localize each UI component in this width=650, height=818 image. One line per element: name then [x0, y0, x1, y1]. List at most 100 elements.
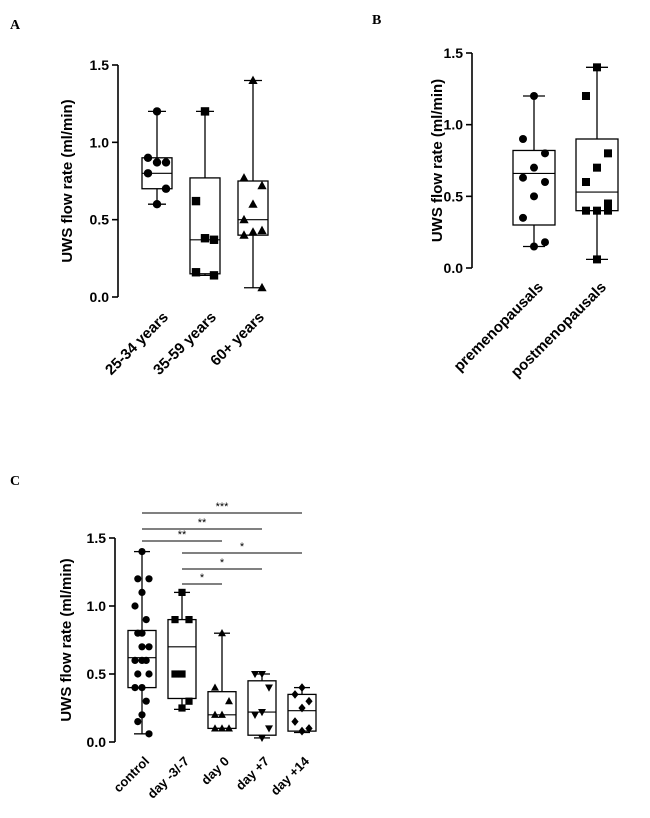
panel-c-control-point: [138, 656, 146, 665]
panel-b-postmenopausals-point: [604, 199, 612, 208]
panel-a-60-years-point: [257, 225, 267, 235]
panel-a-y-tick-label: 1.0: [90, 134, 110, 150]
panel-c-day-7-point: [258, 734, 266, 743]
panel-c-control-point: [138, 548, 146, 556]
panel-c-day-14-point: [298, 703, 306, 713]
panel-c-day-7-point: [251, 711, 259, 719]
panel-a-60-years-point: [239, 173, 249, 182]
panel-a-35-59-years-point: [200, 107, 210, 116]
panel-a-35-59-years-point: [209, 235, 219, 244]
panel-b-y-tick-label: 1.0: [444, 117, 464, 133]
panel-c-day-3-7-point: [185, 697, 193, 705]
panel-b-premenopausals-point: [541, 149, 549, 158]
panel-b-postmenopausals-point: [604, 149, 612, 158]
panel-b-postmenopausals-point: [582, 178, 590, 186]
panel-c-control-point: [138, 643, 146, 651]
panel-b-postmenopausals-point: [582, 92, 590, 100]
panel-c-significance-label: *: [240, 541, 245, 553]
panel-c-control-point: [138, 711, 146, 719]
panel-a-y-tick-label: 1.5: [90, 57, 110, 73]
panel-a-60-years-point: [248, 75, 258, 85]
panel-letter-c: C: [10, 474, 20, 489]
panel-b-y-axis-label: UWS flow rate (ml/min): [429, 79, 446, 242]
panel-c-day-14-category-label: day +14: [268, 753, 313, 798]
panel-c-day-14-point: [298, 683, 306, 692]
panel-a-60-years-point: [239, 230, 249, 239]
panel-b-postmenopausals-point: [593, 163, 601, 172]
panel-c-day-14-point: [298, 726, 306, 736]
panel-c-day-0-box: [207, 691, 237, 730]
panel-c-day-0-point: [211, 683, 219, 691]
panel-c-control-point: [134, 575, 142, 583]
panel-c-day-7-point: [265, 725, 273, 733]
panel-a-35-59-years-box: [189, 177, 221, 275]
panel-a-60-years-point: [248, 199, 258, 208]
panel-a-60-years-point: [257, 282, 267, 292]
panel-c-control-point: [145, 575, 153, 583]
panel-b-postmenopausals-point: [582, 206, 590, 215]
panel-b-y-tick-label: 0.5: [444, 188, 464, 204]
panel-a-60-years-point: [239, 214, 249, 224]
panel-c-day-0-point: [218, 710, 226, 718]
panel-c-day-0-point: [225, 724, 233, 732]
panel-a-35-59-years-point: [200, 234, 210, 243]
panel-c-day-3-7-point: [178, 588, 186, 596]
panel-letter-b: B: [372, 13, 381, 28]
panel-c-control-point: [145, 730, 153, 738]
panel-c-day-0-point: [218, 724, 226, 732]
panel-c-significance-label: **: [178, 529, 187, 541]
panel-c-significance-label: **: [198, 517, 207, 529]
panel-c-day-0-category-label: day 0: [198, 754, 232, 788]
panel-c-day-0-point: [218, 629, 226, 637]
panel-c-day-7-point: [265, 684, 273, 692]
panel-b-y-tick-label: 0.0: [444, 260, 464, 276]
panel-c-day-3-7-point: [171, 616, 179, 624]
panel-c-control-point: [145, 670, 153, 678]
panel-c-day-14-box: [287, 693, 317, 732]
panel-c-y-tick-label: 1.0: [87, 598, 107, 614]
panel-c-day-14-point: [291, 690, 299, 699]
panel-c-day-3-7-point: [171, 670, 179, 678]
panel-c-day-3-7-point: [178, 704, 186, 712]
panel-b-premenopausals-point: [519, 173, 527, 182]
panel-c-control-point: [142, 697, 150, 705]
panel-c-control-point: [131, 656, 139, 665]
panel-a-y-tick-label: 0.0: [90, 289, 110, 305]
panel-c-y-tick-label: 1.5: [87, 530, 107, 546]
panel-c-control-point: [134, 629, 142, 637]
panel-c-control-point: [145, 643, 153, 651]
panel-c-significance-label: ***: [216, 501, 230, 513]
panel-c-day-7-point: [251, 670, 259, 679]
panel-b-premenopausals-point: [541, 178, 549, 186]
panel-a-25-34-years-point: [152, 158, 162, 167]
panel-c-day-0-point: [211, 710, 219, 718]
panel-a-y-tick-label: 0.5: [90, 212, 110, 228]
panel-c-day-3-7-category-label: day -3/-7: [144, 754, 192, 802]
panel-c-significance-label: *: [220, 557, 225, 569]
panel-a-25-34-years-point: [161, 184, 171, 193]
panel-b-premenopausals-point: [530, 163, 538, 172]
panel-b-postmenopausals-point: [593, 206, 601, 215]
panel-b-premenopausals-point: [519, 135, 527, 143]
panel-c-day-3-7-point: [178, 670, 186, 678]
panel-letter-a: A: [10, 18, 21, 33]
panel-c-control-point: [142, 616, 150, 624]
panel-a-35-59-years-point: [209, 271, 219, 280]
panel-b-postmenopausals-point: [604, 206, 612, 215]
panel-c-day-0-point: [211, 724, 219, 732]
panel-b-premenopausals-point: [519, 213, 527, 222]
panel-c-day-14-point: [305, 724, 313, 733]
panel-a-25-34-years-point: [161, 158, 171, 167]
panel-b-premenopausals-box: [512, 149, 556, 226]
panel-c-significance-label: *: [200, 572, 205, 584]
panel-c-day-7-point: [258, 709, 266, 717]
panel-a-y-axis-label: UWS flow rate (ml/min): [59, 99, 76, 262]
panel-c-control-point: [138, 588, 146, 597]
panel-b-premenopausals-point: [530, 92, 538, 100]
panel-a-35-59-years-point: [191, 268, 201, 277]
